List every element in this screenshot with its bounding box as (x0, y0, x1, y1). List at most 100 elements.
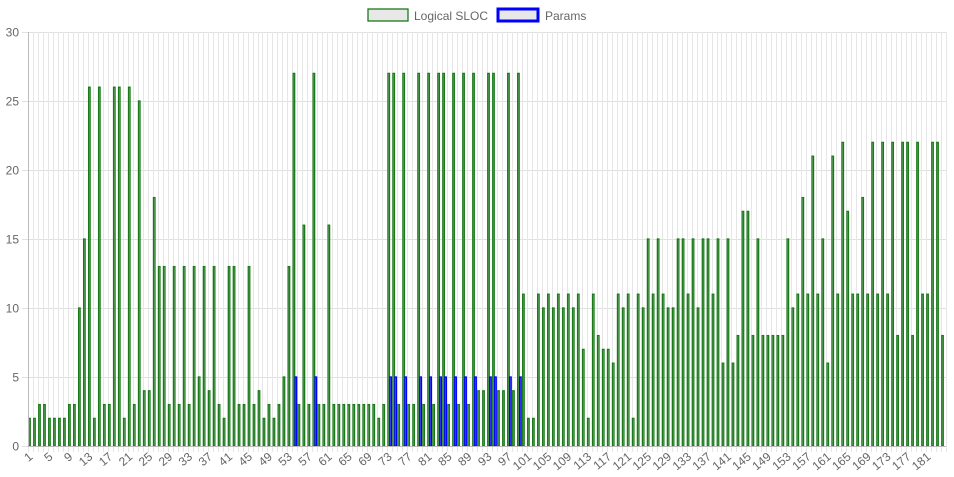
bar-logical-sloc[interactable] (656, 238, 660, 447)
bar-params[interactable] (444, 376, 447, 447)
bar-logical-sloc[interactable] (826, 362, 830, 447)
bar-logical-sloc[interactable] (207, 390, 211, 447)
bar-logical-sloc[interactable] (102, 403, 106, 447)
bar-logical-sloc[interactable] (921, 293, 924, 447)
bar-logical-sloc[interactable] (746, 210, 750, 447)
bar-logical-sloc[interactable] (337, 403, 341, 447)
bar-logical-sloc[interactable] (282, 376, 286, 447)
bar-logical-sloc[interactable] (152, 196, 156, 447)
bar-logical-sloc[interactable] (317, 403, 321, 447)
bar-logical-sloc[interactable] (931, 141, 934, 447)
bar-logical-sloc[interactable] (312, 72, 316, 447)
bar-logical-sloc[interactable] (646, 238, 650, 447)
bar-params[interactable] (314, 376, 318, 447)
bar-logical-sloc[interactable] (891, 141, 895, 447)
bar-logical-sloc[interactable] (432, 403, 436, 447)
bar-logical-sloc[interactable] (906, 141, 909, 447)
bar-logical-sloc[interactable] (866, 293, 870, 447)
bar-logical-sloc[interactable] (53, 417, 56, 447)
bar-logical-sloc[interactable] (232, 265, 236, 447)
bar-logical-sloc[interactable] (397, 403, 401, 447)
bar-logical-sloc[interactable] (97, 86, 101, 447)
bar-logical-sloc[interactable] (661, 293, 665, 447)
bar-logical-sloc[interactable] (162, 265, 166, 447)
bar-logical-sloc[interactable] (836, 293, 840, 447)
bar-logical-sloc[interactable] (382, 403, 386, 447)
bar-logical-sloc[interactable] (556, 293, 560, 447)
bar-logical-sloc[interactable] (611, 362, 615, 447)
bar-params[interactable] (494, 376, 497, 447)
bar-logical-sloc[interactable] (796, 293, 800, 447)
bar-logical-sloc[interactable] (322, 403, 326, 447)
bar-logical-sloc[interactable] (541, 307, 545, 447)
bar-logical-sloc[interactable] (68, 403, 71, 447)
bar-logical-sloc[interactable] (43, 403, 46, 447)
bar-logical-sloc[interactable] (581, 348, 585, 447)
bar-logical-sloc[interactable] (636, 293, 640, 447)
bar-logical-sloc[interactable] (217, 403, 221, 447)
bar-logical-sloc[interactable] (532, 417, 535, 447)
bar-logical-sloc[interactable] (172, 265, 176, 447)
bar-logical-sloc[interactable] (781, 334, 785, 447)
bar-logical-sloc[interactable] (596, 334, 600, 447)
bar-logical-sloc[interactable] (666, 307, 670, 447)
bar-logical-sloc[interactable] (117, 86, 121, 447)
bar-logical-sloc[interactable] (157, 265, 161, 447)
bar-logical-sloc[interactable] (871, 141, 875, 447)
bar-logical-sloc[interactable] (616, 293, 620, 447)
bar-logical-sloc[interactable] (856, 293, 860, 447)
bar-logical-sloc[interactable] (821, 238, 825, 447)
bar-logical-sloc[interactable] (861, 196, 865, 447)
bar-params[interactable] (404, 376, 408, 447)
bar-logical-sloc[interactable] (192, 265, 196, 447)
bar-logical-sloc[interactable] (127, 86, 131, 447)
bar-logical-sloc[interactable] (706, 238, 710, 447)
bar-logical-sloc[interactable] (701, 238, 705, 447)
bar-params[interactable] (464, 376, 467, 447)
bar-logical-sloc[interactable] (686, 293, 690, 447)
bar-logical-sloc[interactable] (342, 403, 346, 447)
bar-logical-sloc[interactable] (776, 334, 780, 447)
bar-logical-sloc[interactable] (38, 403, 41, 447)
bar-logical-sloc[interactable] (58, 417, 61, 447)
bar-logical-sloc[interactable] (771, 334, 775, 447)
bar-logical-sloc[interactable] (177, 403, 181, 447)
bar-params[interactable] (389, 376, 393, 447)
bar-logical-sloc[interactable] (671, 307, 675, 447)
bar-logical-sloc[interactable] (452, 72, 455, 447)
bar-logical-sloc[interactable] (112, 86, 116, 447)
bar-logical-sloc[interactable] (457, 403, 460, 447)
bar-logical-sloc[interactable] (566, 293, 570, 447)
bar-logical-sloc[interactable] (242, 403, 246, 447)
bar-logical-sloc[interactable] (761, 334, 765, 447)
bar-logical-sloc[interactable] (507, 72, 510, 447)
bar-logical-sloc[interactable] (786, 238, 790, 447)
bar-logical-sloc[interactable] (527, 417, 530, 447)
bar-logical-sloc[interactable] (467, 403, 470, 447)
bar-logical-sloc[interactable] (896, 334, 900, 447)
bar-logical-sloc[interactable] (307, 403, 311, 447)
bar-logical-sloc[interactable] (901, 141, 904, 447)
bar-params[interactable] (394, 376, 398, 447)
bar-logical-sloc[interactable] (766, 334, 770, 447)
legend[interactable]: Logical SLOC Params (367, 7, 586, 23)
bar-logical-sloc[interactable] (237, 403, 241, 447)
bar-logical-sloc[interactable] (726, 238, 730, 447)
bar-logical-sloc[interactable] (73, 403, 76, 447)
bar-logical-sloc[interactable] (142, 390, 146, 447)
bar-logical-sloc[interactable] (926, 293, 929, 447)
bar-logical-sloc[interactable] (691, 238, 695, 447)
bar-logical-sloc[interactable] (941, 334, 944, 447)
bar-logical-sloc[interactable] (347, 403, 351, 447)
bar-params[interactable] (429, 376, 433, 447)
bar-logical-sloc[interactable] (332, 403, 336, 447)
bar-logical-sloc[interactable] (262, 417, 266, 447)
bar-logical-sloc[interactable] (482, 390, 485, 447)
bar-logical-sloc[interactable] (257, 390, 261, 447)
bar-params[interactable] (519, 376, 522, 447)
bar-logical-sloc[interactable] (716, 238, 720, 447)
bar-logical-sloc[interactable] (502, 390, 505, 447)
bar-logical-sloc[interactable] (107, 403, 111, 447)
bar-logical-sloc[interactable] (422, 403, 426, 447)
bar-logical-sloc[interactable] (372, 403, 376, 447)
